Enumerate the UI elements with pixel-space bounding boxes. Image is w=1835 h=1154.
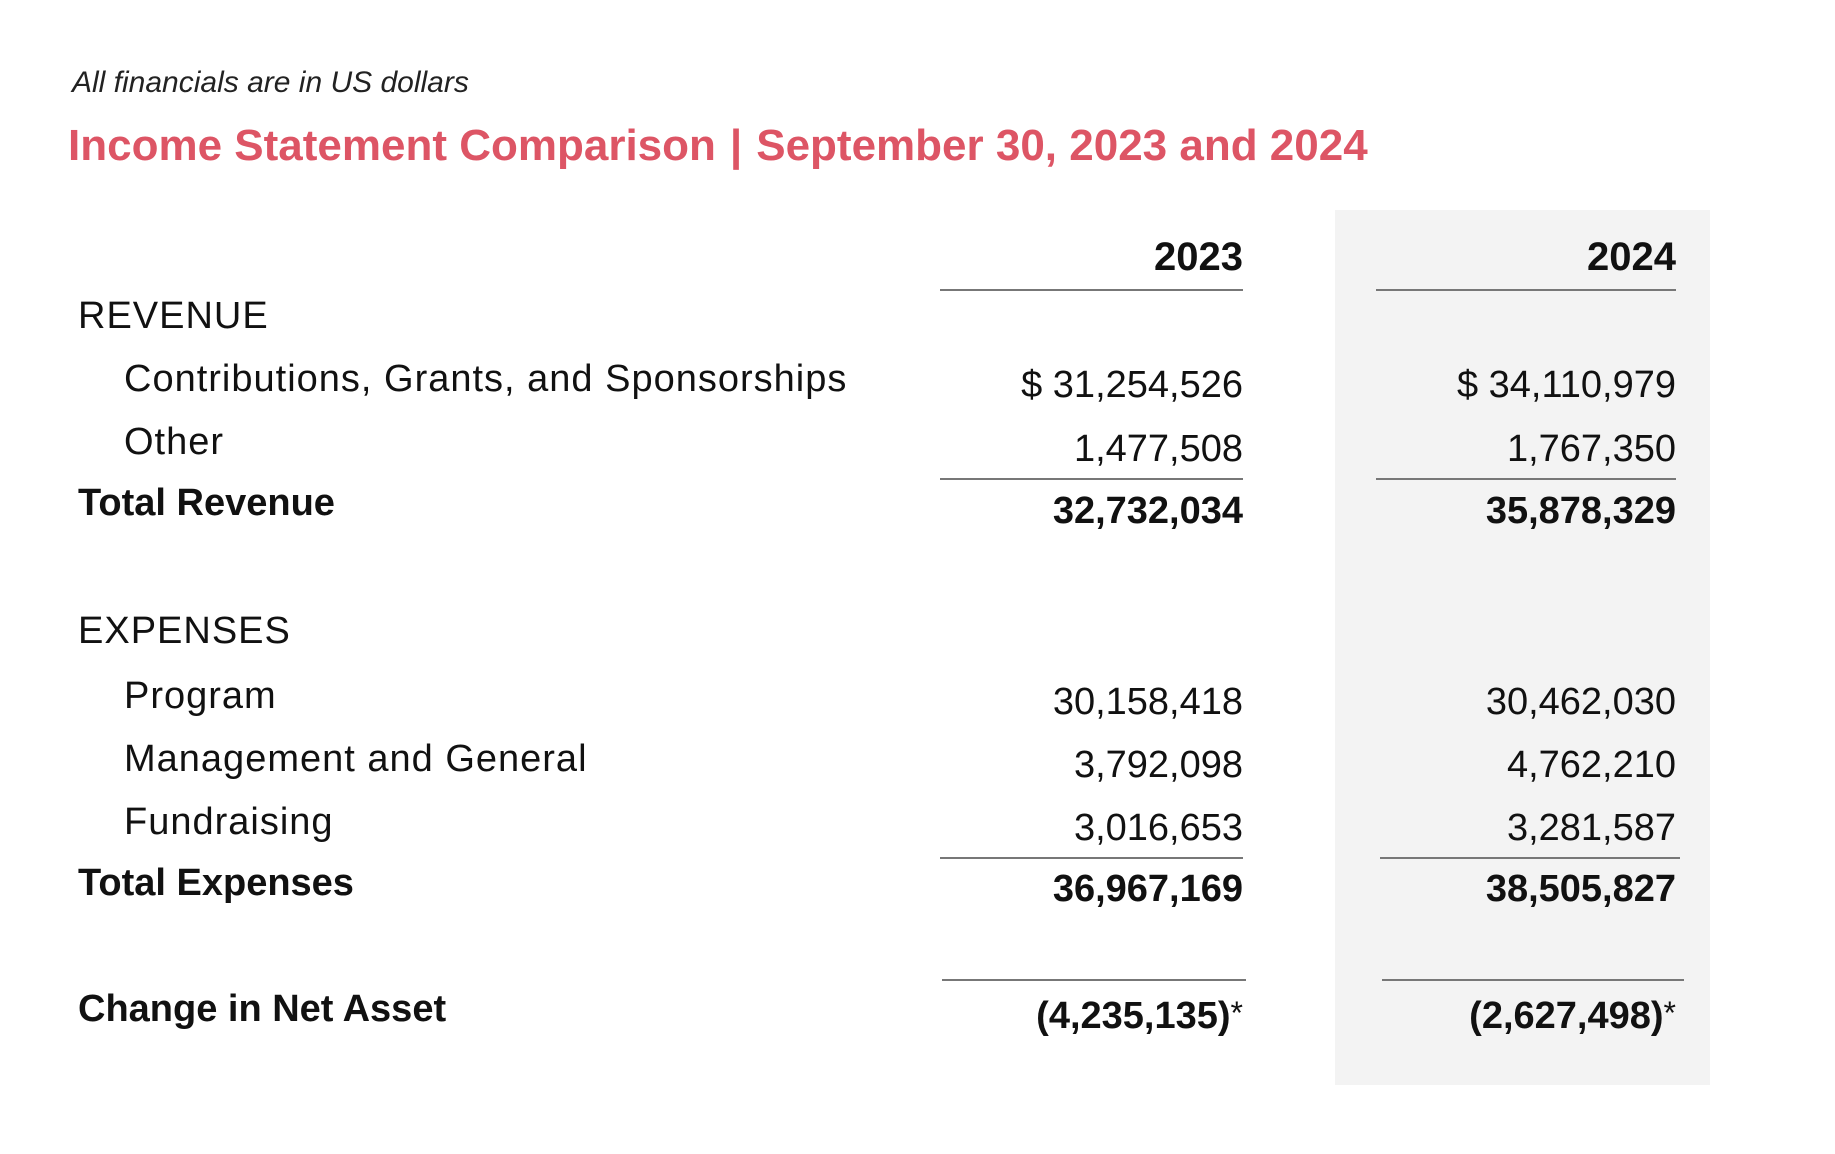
value-other-2023: 1,477,508 [1073, 428, 1243, 470]
net-asset-rule-2024 [1382, 979, 1684, 981]
value-contributions-2023: $ 31,254,526 [1021, 364, 1243, 406]
page-title: Income Statement Comparison | September 30… [68, 121, 1368, 171]
row-label-fundraising: Fundraising [124, 801, 334, 843]
value-management-general-2023: 3,792,098 [1073, 744, 1243, 786]
row-label-contributions: Contributions, Grants, and Sponsorships [124, 358, 848, 400]
value-contributions-2024: $ 34,110,979 [1456, 364, 1676, 406]
expenses-subtotal-rule-2023 [940, 857, 1243, 859]
header-rule-2024 [1376, 289, 1676, 291]
column-header-2024: 2024 [1587, 235, 1676, 279]
title-separator: | [729, 121, 743, 170]
value-change-net-asset-2023-amount: (4,235,135) [1036, 995, 1231, 1037]
row-label-total-expenses: Total Expenses [78, 862, 354, 904]
value-total-revenue-2023: 32,732,034 [1052, 490, 1243, 532]
column-header-2023: 2023 [1154, 235, 1243, 279]
header-rule-2023 [940, 289, 1243, 291]
value-management-general-2024: 4,762,210 [1506, 744, 1676, 786]
value-change-net-asset-2023: (4,235,135)* [940, 995, 1243, 1038]
revenue-subtotal-rule-2024 [1376, 478, 1676, 480]
title-date: September 30, 2023 and 2024 [756, 121, 1368, 170]
value-other-2024: 1,767,350 [1506, 428, 1676, 470]
row-label-change-net-asset: Change in Net Asset [78, 988, 447, 1030]
revenue-subtotal-rule-2023 [940, 478, 1243, 480]
value-total-revenue-2024: 35,878,329 [1485, 490, 1676, 532]
expenses-section-label: EXPENSES [78, 610, 291, 652]
value-total-expenses-2023: 36,967,169 [1052, 868, 1243, 910]
value-program-2024: 30,462,030 [1485, 681, 1676, 723]
revenue-section-label: REVENUE [78, 295, 269, 337]
title-main: Income Statement Comparison [68, 121, 716, 170]
value-total-expenses-2024: 38,505,827 [1485, 868, 1676, 910]
row-label-program: Program [124, 675, 277, 717]
footnote-mark-2024: * [1663, 995, 1676, 1031]
expenses-subtotal-rule-2024 [1380, 857, 1680, 859]
net-asset-rule-2023 [942, 979, 1246, 981]
row-label-other: Other [124, 421, 225, 463]
value-change-net-asset-2024-amount: (2,627,498) [1469, 995, 1664, 1037]
row-label-management-general: Management and General [124, 738, 588, 780]
value-fundraising-2024: 3,281,587 [1506, 807, 1676, 849]
year-2024-column-highlight [1335, 210, 1710, 1085]
value-change-net-asset-2024: (2,627,498)* [1376, 995, 1676, 1038]
value-fundraising-2023: 3,016,653 [1073, 807, 1243, 849]
footnote-mark-2023: * [1230, 995, 1243, 1031]
row-label-total-revenue: Total Revenue [78, 482, 335, 524]
currency-note: All financials are in US dollars [72, 66, 469, 99]
value-program-2023: 30,158,418 [1052, 681, 1243, 723]
